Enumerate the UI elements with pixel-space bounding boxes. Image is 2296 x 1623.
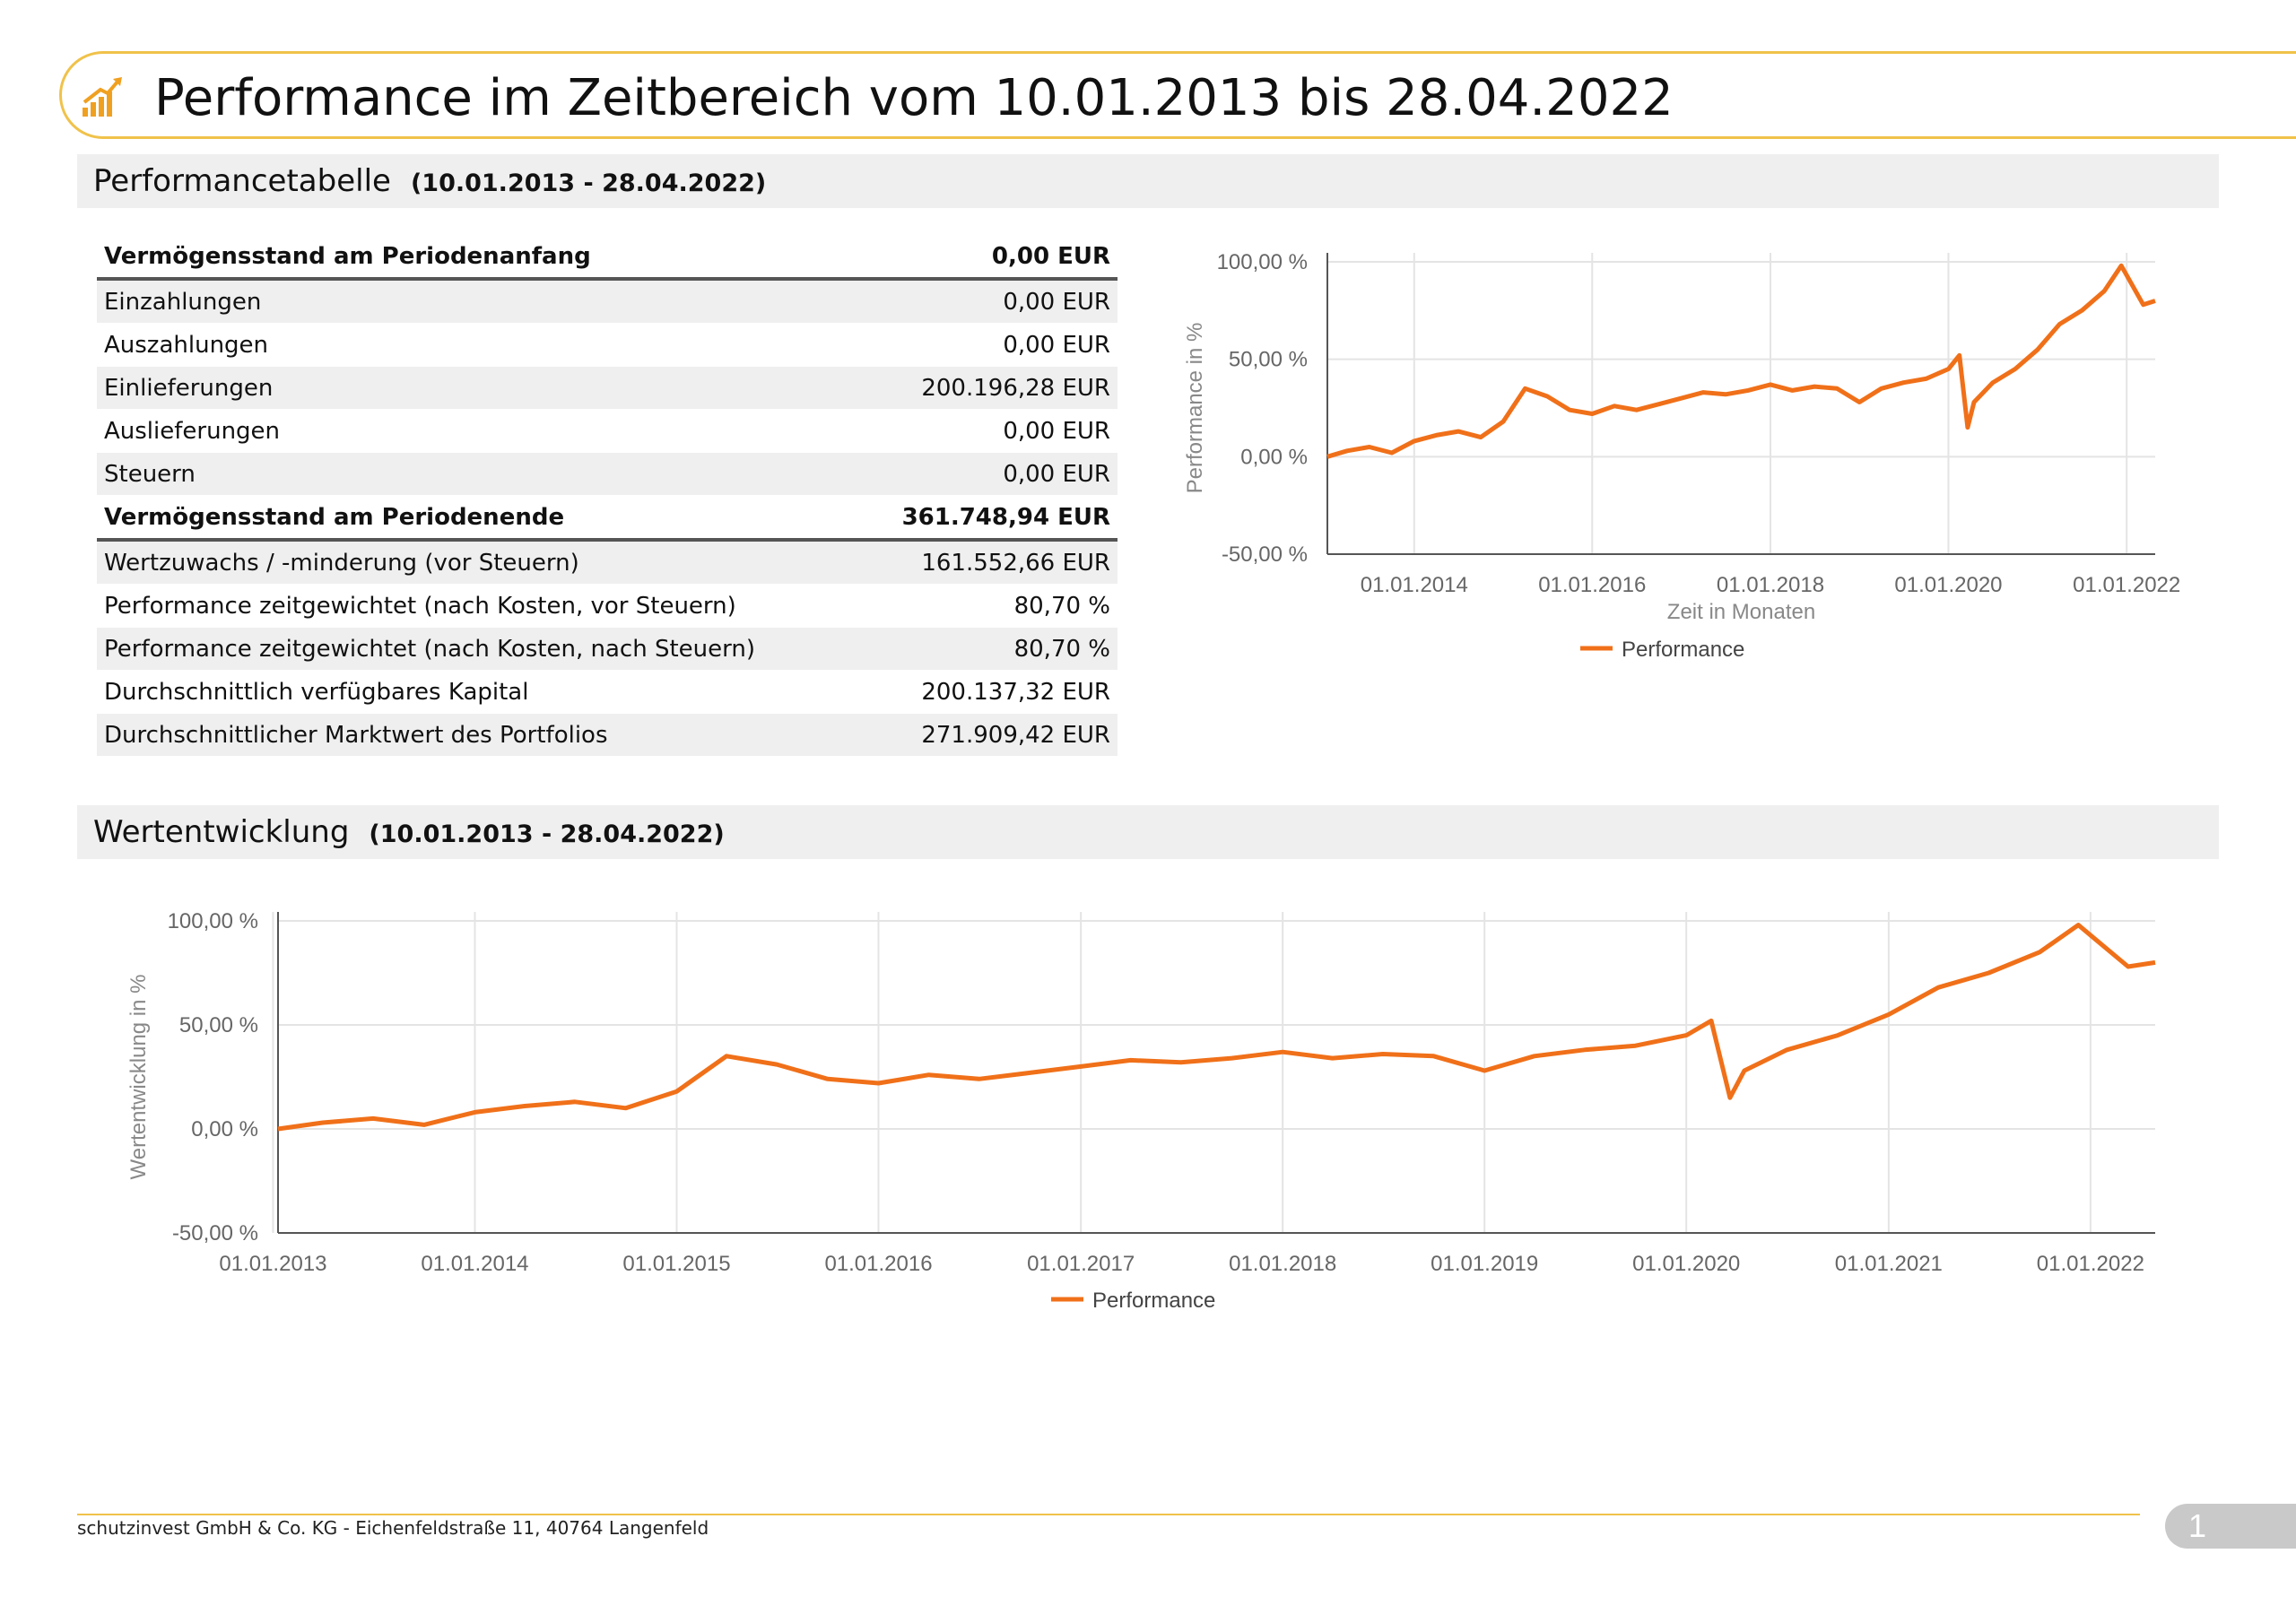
table-row: Wertzuwachs / -minderung (vor Steuern) 16…	[97, 540, 1118, 585]
table-cell-label: Vermögensstand am Periodenanfang	[97, 235, 862, 281]
series-line-performance	[1326, 263, 2156, 459]
section-title: Wertentwicklung (10.01.2013 - 28.04.2022)	[93, 812, 725, 855]
x-tick-label: 01.01.2013	[219, 1252, 326, 1276]
page-title: Performance im Zeitbereich vom 10.01.201…	[154, 69, 1674, 127]
performance-chart-small: 100,00 % 50,00 % 0,00 % -50,00 % 01.01.2014 0…	[1183, 250, 2180, 662]
table-cell-label: Durchschnittlich verfügbares Kapital	[97, 670, 862, 714]
table-cell-value: 0,00 EUR	[861, 323, 1118, 367]
legend-label: Performance	[1622, 638, 1744, 662]
table-cell-value: 80,70 %	[861, 627, 1118, 671]
x-tick-label: 01.01.2014	[1361, 573, 1468, 597]
section-heading: Performancetabelle	[93, 163, 391, 199]
page-number: 1	[2188, 1507, 2207, 1544]
table-cell-label: Wertzuwachs / -minderung (vor Steuern)	[97, 540, 862, 585]
y-tick-label: 100,00 %	[168, 909, 258, 933]
table-row: Performance zeitgewichtet (nach Kosten, …	[97, 627, 1118, 671]
x-tick-label: 01.01.2020	[1632, 1252, 1740, 1276]
x-tick-label: 01.01.2022	[2037, 1252, 2144, 1276]
x-axis-label: Zeit in Monaten	[1667, 600, 1815, 624]
legend-label: Performance	[1092, 1289, 1215, 1313]
table-cell-label: Einzahlungen	[97, 279, 862, 324]
wertentwicklung-chart: 100,00 % 50,00 % 0,00 % -50,00 % 01.01.2013 0…	[126, 909, 2156, 1313]
table-row: Durchschnittlich verfügbares Kapital 200.…	[97, 670, 1118, 714]
section-range: (10.01.2013 - 28.04.2022)	[369, 820, 725, 848]
footer-address: schutzinvest GmbH & Co. KG - Eichenfelds…	[77, 1517, 709, 1539]
table-cell-value: 361.748,94 EUR	[861, 495, 1118, 542]
table-cell-label: Steuern	[97, 452, 862, 496]
x-tick-label: 01.01.2014	[421, 1252, 528, 1276]
footer-divider	[77, 1514, 2140, 1515]
table-cell-value: 200.196,28 EUR	[861, 366, 1118, 410]
table-cell-value: 0,00 EUR	[861, 409, 1118, 453]
section-heading: Wertentwicklung	[93, 814, 350, 850]
table-cell-value: 0,00 EUR	[861, 279, 1118, 324]
table-row: Vermögensstand am Periodenanfang 0,00 EUR	[97, 235, 1118, 281]
table-row: Einlieferungen 200.196,28 EUR	[97, 366, 1118, 410]
table-cell-label: Vermögensstand am Periodenende	[97, 495, 862, 542]
x-tick-label: 01.01.2018	[1229, 1252, 1336, 1276]
table-cell-value: 161.552,66 EUR	[861, 540, 1118, 585]
x-tick-label: 01.01.2022	[2073, 573, 2180, 597]
section-range: (10.01.2013 - 28.04.2022)	[410, 169, 767, 197]
table-row: Vermögensstand am Periodenende 361.748,94…	[97, 495, 1118, 542]
table-cell-value: 0,00 EUR	[861, 452, 1118, 496]
series-line-performance	[277, 923, 2156, 1132]
x-tick-label: 01.01.2016	[1538, 573, 1646, 597]
table-cell-value: 200.137,32 EUR	[861, 670, 1118, 714]
table-cell-value: 80,70 %	[861, 584, 1118, 628]
performance-table: Vermögensstand am Periodenanfang 0,00 EUR…	[97, 235, 1118, 757]
table-row: Steuern 0,00 EUR	[97, 452, 1118, 496]
table-row: Auslieferungen 0,00 EUR	[97, 409, 1118, 453]
table-row: Auszahlungen 0,00 EUR	[97, 323, 1118, 367]
y-tick-label: 0,00 %	[1240, 445, 1308, 469]
y-tick-label: 0,00 %	[191, 1117, 258, 1141]
x-tick-label: 01.01.2021	[1835, 1252, 1943, 1276]
y-axis-label: Wertentwicklung in %	[126, 975, 151, 1180]
chart-growth-icon	[83, 77, 122, 117]
x-tick-label: 01.01.2019	[1431, 1252, 1538, 1276]
x-tick-label: 01.01.2016	[824, 1252, 932, 1276]
table-cell-label: Auszahlungen	[97, 323, 862, 367]
section-title: Performancetabelle (10.01.2013 - 28.04.20…	[93, 161, 766, 204]
y-tick-label: 50,00 %	[1229, 348, 1308, 372]
section-bar-table: Performancetabelle (10.01.2013 - 28.04.20…	[77, 154, 2219, 208]
table-cell-label: Performance zeitgewichtet (nach Kosten, …	[97, 627, 862, 671]
table-row: Performance zeitgewichtet (nach Kosten, …	[97, 584, 1118, 628]
table-cell-value: 271.909,42 EUR	[861, 713, 1118, 757]
y-axis-label: Performance in %	[1183, 323, 1207, 494]
x-tick-label: 01.01.2018	[1717, 573, 1824, 597]
table-cell-label: Durchschnittlicher Marktwert des Portfol…	[97, 713, 862, 757]
y-tick-label: -50,00 %	[172, 1221, 258, 1245]
table-row: Durchschnittlicher Marktwert des Portfol…	[97, 713, 1118, 757]
table-cell-label: Einlieferungen	[97, 366, 862, 410]
x-tick-label: 01.01.2020	[1894, 573, 2002, 597]
y-tick-label: 100,00 %	[1217, 250, 1308, 274]
y-tick-label: 50,00 %	[179, 1013, 258, 1037]
x-tick-label: 01.01.2017	[1027, 1252, 1135, 1276]
table-cell-value: 0,00 EUR	[861, 235, 1118, 281]
y-tick-label: -50,00 %	[1222, 542, 1308, 567]
title-frame	[59, 51, 2296, 139]
section-bar-chart: Wertentwicklung (10.01.2013 - 28.04.2022)	[77, 805, 2219, 859]
table-cell-label: Performance zeitgewichtet (nach Kosten, …	[97, 584, 862, 628]
table-row: Einzahlungen 0,00 EUR	[97, 279, 1118, 324]
page-number-badge	[2165, 1504, 2296, 1549]
x-tick-label: 01.01.2015	[622, 1252, 730, 1276]
table-cell-label: Auslieferungen	[97, 409, 862, 453]
